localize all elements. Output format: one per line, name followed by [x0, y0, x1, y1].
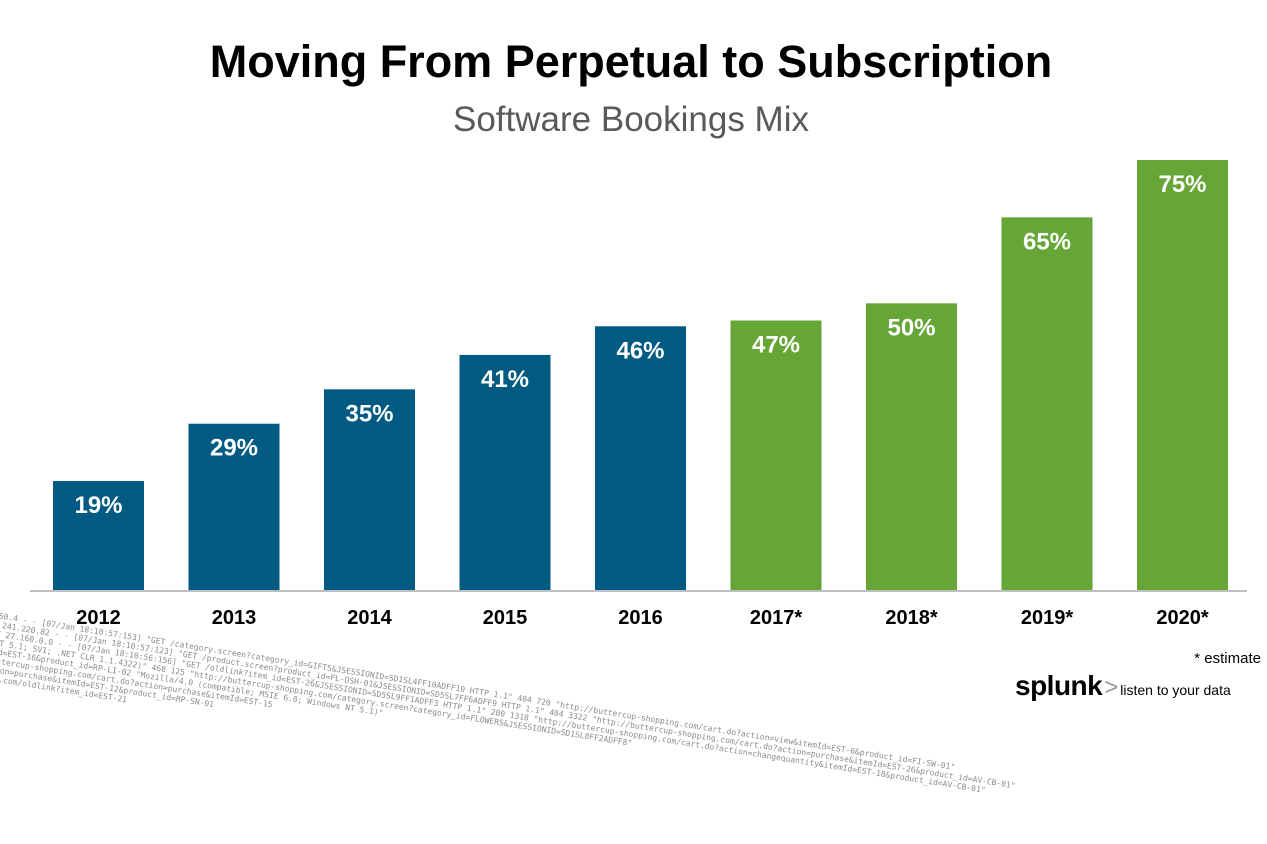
bar-chart: 19% 2012 29% 2013 35% 2014 41% 2015 46% 2016 47% 20… [30, 160, 1247, 629]
data-label: 47% [752, 332, 800, 359]
x-tick-label: 2013 [212, 607, 257, 629]
x-tick-label: 2016 [618, 607, 663, 629]
x-tick-label: 2020* [1156, 607, 1208, 629]
bar [188, 423, 280, 590]
x-tick-label: 2012 [76, 607, 121, 629]
bar [1001, 217, 1093, 591]
x-tick-label: 2014 [347, 607, 392, 629]
x-tick-label: 2017* [750, 607, 802, 629]
chart-title: Moving From Perpetual to Subscription [209, 36, 1053, 87]
data-label: 41% [481, 366, 529, 393]
logo-chevron-icon: > [1104, 674, 1119, 701]
estimate-footnote: * estimate [1194, 650, 1261, 667]
bar [866, 303, 957, 590]
logo-tagline: listen to your data [1120, 682, 1231, 698]
bar [595, 326, 686, 590]
bar [324, 389, 415, 590]
data-label: 35% [345, 400, 393, 427]
data-label: 19% [74, 492, 122, 519]
bar [1137, 160, 1228, 590]
bar [730, 320, 822, 590]
bar [459, 354, 551, 590]
logo-wordmark: splunk [1015, 670, 1103, 701]
data-label: 75% [1158, 171, 1206, 198]
x-tick-label: 2018* [885, 607, 937, 629]
splunk-logo: splunk > listen to your data [1015, 670, 1231, 702]
data-label: 65% [1023, 228, 1071, 255]
x-tick-label: 2019* [1021, 607, 1073, 629]
data-label: 29% [210, 435, 258, 462]
chart-subtitle: Software Bookings Mix [453, 100, 809, 139]
x-tick-label: 2015 [483, 607, 528, 629]
bar [53, 481, 144, 590]
data-label: 46% [616, 337, 664, 364]
data-label: 50% [887, 314, 935, 341]
